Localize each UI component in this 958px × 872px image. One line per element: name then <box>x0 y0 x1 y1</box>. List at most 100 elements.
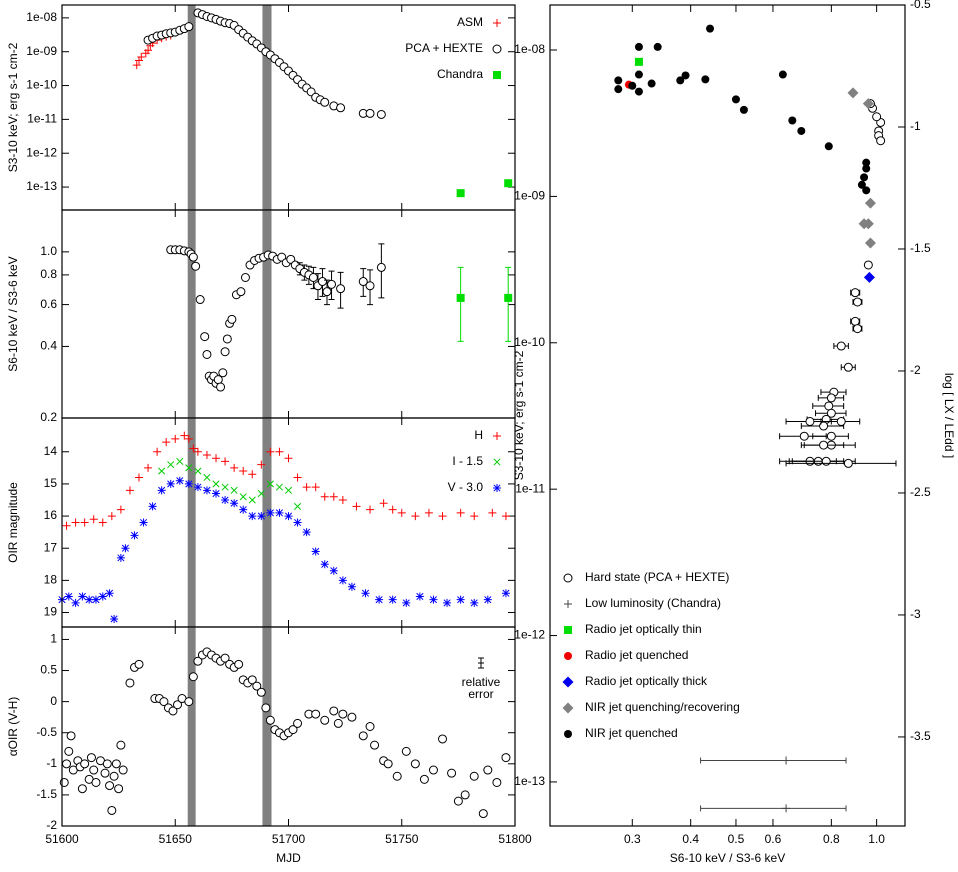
point <box>284 486 293 494</box>
y-tick-label: 1e-11 <box>27 112 57 126</box>
point <box>216 382 226 392</box>
point <box>862 164 871 173</box>
point <box>194 467 202 475</box>
x-tick-label: 51700 <box>272 832 306 846</box>
point <box>843 458 853 468</box>
y2-tick-label: -2 <box>910 363 921 377</box>
point <box>102 759 112 769</box>
point <box>293 718 303 728</box>
point <box>336 284 346 294</box>
point <box>220 653 230 663</box>
point <box>111 759 121 769</box>
y-tick-label: 0 <box>50 694 57 708</box>
point <box>110 614 119 623</box>
point <box>293 473 302 482</box>
point <box>230 499 239 508</box>
legend-marker <box>564 652 572 660</box>
y-tick-label: 1e-13 <box>514 774 545 788</box>
point <box>118 765 128 775</box>
point <box>501 512 510 521</box>
y-tick-label: 1e-08 <box>514 42 545 56</box>
point <box>116 505 125 514</box>
point <box>739 105 748 114</box>
point <box>358 731 368 741</box>
error-bar <box>457 266 464 342</box>
y-tick-label: -0.5 <box>36 725 57 739</box>
point <box>504 179 513 188</box>
point <box>185 464 193 472</box>
y2-tick-label: -2.5 <box>910 485 931 499</box>
y-axis-label: S6-10 keV / S3-6 keV <box>6 256 20 371</box>
point <box>261 703 271 713</box>
point <box>288 725 298 735</box>
point <box>415 592 424 601</box>
point <box>212 489 221 498</box>
point <box>184 434 193 443</box>
y-tick-label: 17 <box>44 540 58 554</box>
point <box>265 715 275 725</box>
point <box>824 142 833 151</box>
legend-label: NIR jet quenched <box>585 726 678 740</box>
x-error-bar <box>700 757 847 764</box>
point <box>483 765 493 775</box>
point <box>148 502 157 511</box>
point <box>469 771 479 781</box>
point <box>634 57 643 66</box>
point <box>322 287 332 297</box>
point <box>860 173 869 182</box>
y-tick-label: -2 <box>46 818 57 832</box>
point <box>388 595 397 604</box>
point <box>302 528 311 537</box>
point <box>329 492 338 501</box>
point <box>202 486 211 495</box>
error-bar <box>505 266 512 342</box>
point <box>852 297 862 307</box>
point <box>460 790 470 800</box>
point <box>257 512 266 521</box>
y-tick-label: 0.4 <box>40 339 57 353</box>
point <box>135 56 144 65</box>
point <box>410 759 420 769</box>
point <box>336 103 346 113</box>
point <box>239 493 247 501</box>
y-tick-label: 0.5 <box>40 663 57 677</box>
point <box>876 136 886 146</box>
point <box>218 368 228 378</box>
point <box>91 777 101 787</box>
point <box>456 508 465 517</box>
point <box>365 108 375 118</box>
x-tick-label: 0.5 <box>728 832 745 846</box>
legend-label: Low luminosity (Chandra) <box>585 596 721 610</box>
y-tick-label: 1e-08 <box>26 10 57 24</box>
point <box>188 252 198 262</box>
point <box>863 260 873 270</box>
plot-frame <box>61 4 516 211</box>
point <box>62 521 71 530</box>
point <box>176 457 184 465</box>
point <box>634 42 643 51</box>
point <box>402 598 411 607</box>
point <box>266 480 274 488</box>
point <box>85 595 94 604</box>
legend-marker <box>562 676 574 688</box>
shaded-interval <box>187 418 196 627</box>
legend-label: I - 1.5 <box>452 454 483 468</box>
point <box>167 461 175 469</box>
point <box>706 24 715 33</box>
point <box>614 85 623 94</box>
point <box>98 592 107 601</box>
legend-marker <box>564 626 572 634</box>
x-tick-label: 51650 <box>159 832 193 846</box>
point <box>105 781 115 791</box>
shaded-interval <box>262 627 272 826</box>
point <box>202 450 211 459</box>
point <box>428 765 438 775</box>
point <box>239 467 248 476</box>
point <box>863 271 875 283</box>
point <box>221 457 230 466</box>
legend-marker <box>493 71 501 79</box>
point <box>220 347 230 357</box>
shaded-interval <box>187 210 196 418</box>
point <box>329 706 339 716</box>
